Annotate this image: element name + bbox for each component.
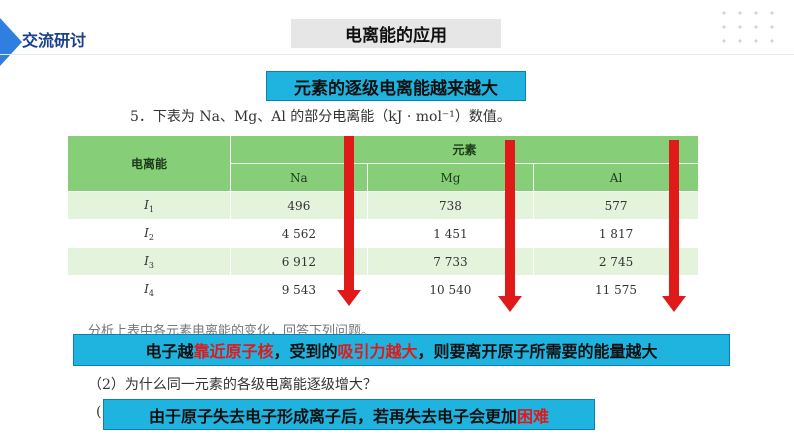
decorative-dots: [716, 6, 780, 46]
down-arrow-icon: [337, 136, 361, 306]
question-text: 5．下表为 Na、Mg、Al 的部分电离能（kJ · mol⁻¹）数值。: [130, 109, 511, 125]
answer-highlight: 吸引力越大: [337, 342, 418, 361]
sub-question-3-marker: (: [96, 404, 102, 420]
table-row: I1 496 738 577: [68, 191, 698, 220]
callout-banner-top: 元素的逐级电离能越来越大: [266, 71, 526, 101]
answer-text: 电子越: [145, 342, 194, 361]
row-label: I3: [68, 247, 231, 276]
answer-banner-2: 由于原子失去电子形成离子后，若再失去电子会更加 困难: [103, 399, 595, 430]
answer-highlight: 困难: [517, 406, 550, 426]
row-label: I1: [68, 191, 231, 220]
answer-highlight: 靠近原子核: [193, 342, 274, 361]
row-label: I2: [68, 219, 231, 248]
down-arrow-icon: [662, 140, 686, 312]
sub-question-2: （2）为什么同一元素的各级电离能逐级增大？: [88, 377, 377, 393]
table-row: I2 4 562 1 451 1 817: [68, 219, 698, 248]
table-cell: 1 451: [366, 219, 534, 248]
header-divider: [0, 54, 794, 55]
row-header-label: 电离能: [68, 136, 231, 192]
group-label: 元素: [230, 136, 698, 164]
slide-title: 电离能的应用: [291, 19, 501, 48]
down-arrow-icon: [498, 140, 522, 312]
answer-text: ，则要离开原子所需要的能量越大: [417, 342, 658, 361]
section-tag: 交流研讨: [22, 31, 87, 50]
answer-text: 由于原子失去电子形成离子后，若再失去电子会更加: [148, 406, 517, 426]
header-accent-triangle: [0, 18, 22, 66]
table-row: I3 6 912 7 733 2 745: [68, 247, 698, 276]
table-row: I4 9 543 10 540 11 575: [68, 275, 698, 304]
row-label: I4: [68, 275, 231, 304]
answer-text: ，受到的: [273, 342, 338, 361]
answer-banner-1: 电子越 靠近原子核 ，受到的 吸引力越大 ，则要离开原子所需要的能量越大: [73, 334, 730, 366]
ionization-energy-table: 电离能 元素 Na Mg Al I1 496 738 577 I2 4 562 …: [68, 136, 698, 304]
